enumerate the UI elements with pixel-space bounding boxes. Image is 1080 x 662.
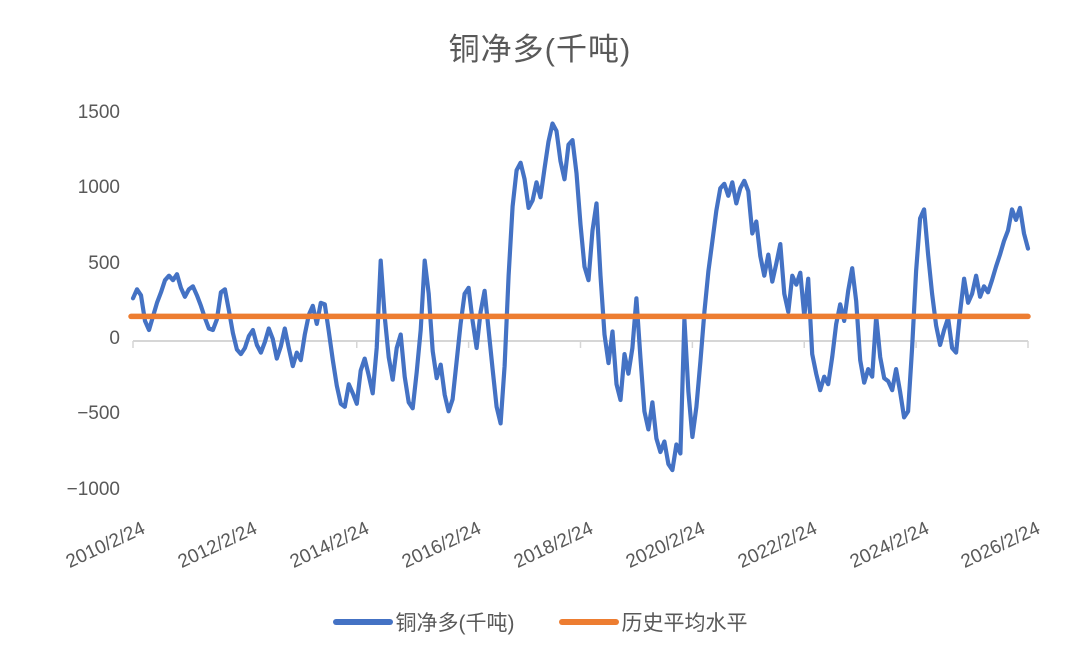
y-axis-tick-label: 500: [88, 252, 120, 274]
copper-net-long-line: [130, 121, 1031, 473]
y-axis-tick-label: 1500: [77, 101, 120, 123]
legend-swatch-orange-line-icon: [558, 619, 619, 625]
legend-swatch-blue-line-icon: [332, 619, 393, 625]
legend-label-historical-average: 历史平均水平: [621, 612, 748, 635]
legend: 铜净多(千吨) 历史平均水平: [0, 607, 1080, 637]
y-axis-tick-label: −1000: [66, 478, 120, 500]
chart-title: 铜净多(千吨): [448, 32, 632, 67]
y-axis-tick-label: −500: [77, 403, 120, 425]
y-axis-tick-label: 1000: [77, 177, 120, 199]
legend-item-historical-average: 历史平均水平: [558, 607, 748, 637]
y-axis-tick-label: 0: [109, 328, 120, 349]
legend-label-copper-net-long: 铜净多(千吨): [395, 612, 515, 635]
legend-item-copper-net-long: 铜净多(千吨): [332, 607, 515, 637]
